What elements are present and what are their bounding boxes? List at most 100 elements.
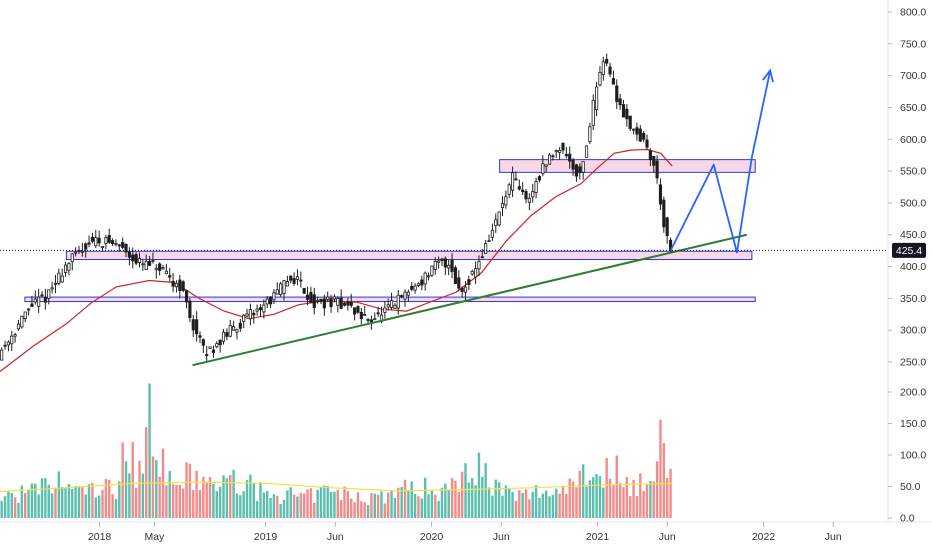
candle (359, 307, 363, 325)
volume-bar (410, 481, 413, 518)
volume-bar (477, 452, 481, 518)
candle (201, 338, 205, 354)
time-axis[interactable]: 2018 May 2019 Jun 2020 Jun 2021 Jun 2022 Jun (88, 522, 842, 543)
volume-bar (413, 494, 417, 518)
projection-arrowhead (762, 68, 774, 83)
candle (188, 298, 192, 323)
candle (111, 238, 115, 246)
candle (238, 318, 242, 332)
candle (450, 253, 454, 279)
candle (389, 292, 394, 311)
candle (137, 252, 142, 268)
candle (26, 308, 31, 316)
volume-bar (269, 497, 272, 518)
volume-bar (454, 480, 457, 518)
candle (665, 216, 669, 244)
candle (625, 104, 629, 127)
volume-bar (74, 486, 77, 518)
volume-bar (444, 483, 447, 518)
volume-bar (289, 487, 292, 518)
candle (289, 275, 293, 284)
candle (316, 296, 320, 304)
volume-bar (383, 503, 387, 518)
candle (547, 153, 552, 165)
volume-bar (326, 485, 329, 518)
candle (164, 263, 168, 275)
volume-bar (198, 489, 202, 518)
volume-bar (134, 487, 138, 518)
volume-bar (356, 492, 360, 518)
candle (648, 148, 652, 167)
candle (319, 298, 323, 305)
candle (658, 178, 663, 211)
volume-bar (155, 460, 158, 518)
volume-bar (128, 473, 131, 518)
candle (50, 281, 54, 294)
volume-bar (494, 479, 497, 518)
candle (571, 157, 575, 176)
volume-bar (171, 484, 175, 518)
volume-bar (343, 486, 346, 518)
candle (232, 320, 236, 332)
candle (631, 128, 636, 135)
price-axis-label: 0.0 (900, 513, 915, 525)
candle (258, 304, 263, 317)
time-axis-label: 2021 (586, 531, 610, 543)
support-resistance-zones (24, 159, 756, 303)
candle (642, 130, 646, 143)
candle (40, 291, 44, 298)
volume-bar (333, 491, 336, 518)
volume-bar (249, 474, 252, 518)
volume-bar (279, 503, 282, 518)
volume-bar (168, 471, 171, 518)
trendline[interactable] (192, 233, 748, 367)
candle (494, 213, 498, 233)
volume-bar (336, 489, 340, 518)
volume-bar (598, 476, 602, 518)
candle (561, 142, 565, 154)
moving-average-line (0, 148, 673, 372)
volume-bar (467, 482, 471, 518)
volume-bar (518, 490, 521, 518)
volume-bar (665, 477, 669, 518)
volume-bar (71, 489, 74, 518)
volume-bar (202, 476, 205, 518)
candle (537, 175, 542, 183)
candle (396, 289, 400, 315)
volume-bar (329, 491, 333, 518)
volume-bar (350, 498, 353, 518)
volume-bar (316, 489, 319, 518)
volume-moving-average (0, 481, 673, 493)
candle (30, 295, 34, 307)
volume-bar (353, 502, 356, 518)
volume-bar (7, 491, 10, 518)
candle (141, 259, 145, 271)
volume-bar (225, 478, 229, 518)
candle (218, 339, 222, 353)
projection-path[interactable] (669, 70, 772, 254)
time-axis-label: May (144, 531, 165, 543)
time-axis-label: 2022 (752, 531, 776, 543)
candle (3, 340, 7, 350)
volume-bar (568, 478, 571, 518)
volume-bar (588, 480, 592, 518)
volume-bar (313, 502, 316, 518)
volume-bar (118, 481, 121, 518)
volume-bar (57, 471, 61, 518)
candle (551, 154, 555, 161)
candle (168, 267, 172, 282)
volume-bar (17, 502, 20, 518)
volume-bar (430, 490, 434, 518)
volume-bar (20, 485, 24, 518)
candle (591, 94, 595, 130)
volume-bar (551, 494, 555, 518)
price-axis[interactable]: 800.0 750.0 700.0 650.0 600.0 550.0 500.0 450.0… (888, 7, 926, 525)
volume-bar (669, 468, 672, 518)
volume-bar (181, 488, 185, 518)
candle (121, 237, 125, 250)
last-price-badge (892, 242, 926, 258)
candle (521, 182, 525, 196)
price-axis-label: 400.0 (900, 261, 926, 273)
